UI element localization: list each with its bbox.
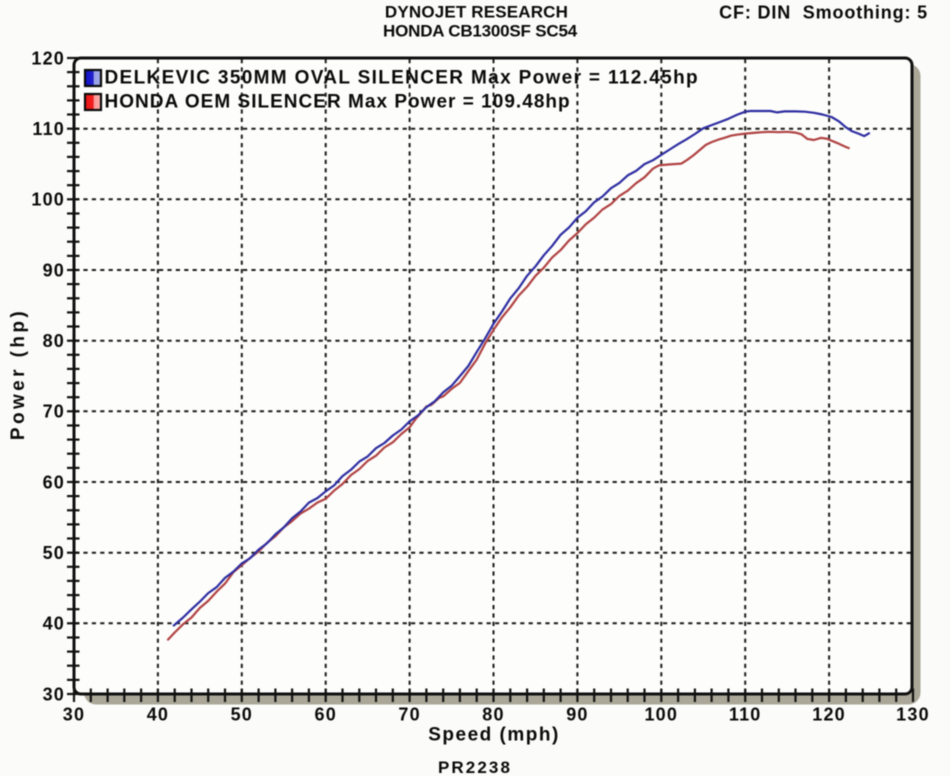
svg-text:HONDA OEM SILENCER Max Power =: HONDA OEM SILENCER Max Power = 109.48hp xyxy=(105,92,571,113)
svg-text:Power (hp): Power (hp) xyxy=(8,308,29,440)
svg-text:110: 110 xyxy=(32,119,65,139)
svg-text:70: 70 xyxy=(43,402,65,422)
svg-text:DELKEVIC 350MM OVAL SILENCER M: DELKEVIC 350MM OVAL SILENCER Max Power =… xyxy=(105,68,699,89)
svg-text:110: 110 xyxy=(729,705,762,725)
svg-text:120: 120 xyxy=(812,705,846,725)
svg-text:50: 50 xyxy=(231,705,253,725)
svg-text:70: 70 xyxy=(398,705,420,725)
svg-text:80: 80 xyxy=(482,705,504,725)
svg-text:60: 60 xyxy=(314,705,336,725)
svg-text:HONDA CB1300SF SC54: HONDA CB1300SF SC54 xyxy=(383,22,578,41)
svg-text:Speed (mph): Speed (mph) xyxy=(428,725,560,746)
svg-text:90: 90 xyxy=(566,705,588,725)
svg-text:100: 100 xyxy=(644,705,678,725)
svg-text:30: 30 xyxy=(63,705,85,725)
svg-text:90: 90 xyxy=(43,260,65,280)
svg-text:120: 120 xyxy=(31,48,65,68)
svg-text:PR2238: PR2238 xyxy=(438,758,512,776)
svg-text:60: 60 xyxy=(43,472,65,492)
svg-text:80: 80 xyxy=(43,331,65,351)
svg-text:40: 40 xyxy=(43,614,65,634)
svg-text:130: 130 xyxy=(896,705,930,725)
svg-text:30: 30 xyxy=(43,684,65,704)
svg-text:100: 100 xyxy=(31,190,65,210)
svg-text:CF: DIN Smoothing: 5: CF: DIN Smoothing: 5 xyxy=(719,3,928,23)
svg-text:DYNOJET RESEARCH: DYNOJET RESEARCH xyxy=(385,3,568,22)
svg-text:40: 40 xyxy=(147,705,169,725)
svg-text:50: 50 xyxy=(43,543,65,563)
